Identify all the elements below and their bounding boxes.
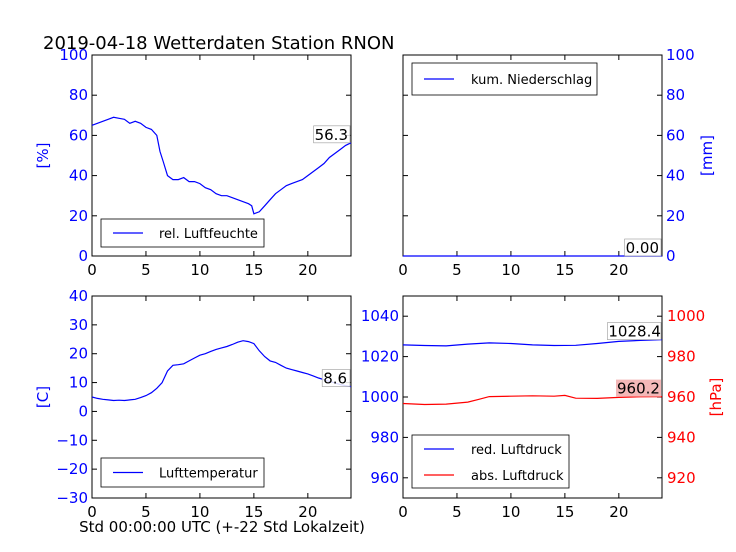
- x-tick-label: 10: [501, 261, 520, 279]
- x-tick-label: 20: [609, 503, 628, 521]
- figure-title: 2019-04-18 Wetterdaten Station RNON: [43, 33, 394, 54]
- y-axis-label: [%]: [34, 143, 52, 169]
- panel-precipitation: 0 5 10 15 20 0 20 40 60 80 100 [mm] 0.00 kum. Nieders…: [398, 46, 716, 279]
- panel-pressure: 0 5 10 15 20 960 980 1000 1020 1040 920 940 960 980 10…: [361, 295, 725, 521]
- x-tick-label: 10: [190, 261, 209, 279]
- x-tick-label: 10: [501, 503, 520, 521]
- x-tick-label: 20: [609, 261, 628, 279]
- y-right-tick-label: 980: [667, 348, 696, 366]
- last-value-box: [616, 379, 661, 397]
- legend-entry: red. Luftdruck: [471, 443, 562, 458]
- legend-entry: kum. Niederschlag: [471, 73, 592, 88]
- x-tick-label: 5: [452, 503, 462, 521]
- x-tick-label: 5: [452, 261, 462, 279]
- last-value-box: [624, 238, 662, 257]
- x-tick-label: 10: [190, 503, 209, 521]
- y-tick-label: −20: [56, 460, 88, 478]
- y-tick-label: 1020: [361, 348, 399, 366]
- series-line-red-luftdruck: [402, 339, 663, 347]
- x-tick-label: 15: [555, 503, 574, 521]
- y-tick-label: 20: [69, 345, 88, 363]
- y-tick-label: 80: [666, 86, 685, 104]
- last-value-label: 0.00: [626, 239, 659, 257]
- y-tick-label: 30: [69, 316, 88, 334]
- y-tick-label: 1040: [361, 307, 399, 325]
- y-tick-label: 1000: [361, 388, 399, 406]
- last-value-box: [321, 369, 351, 387]
- y-tick-label: 100: [59, 46, 88, 64]
- x-tick-label: 20: [298, 503, 317, 521]
- x-tick-label: 0: [87, 503, 97, 521]
- x-tick-label: 20: [298, 261, 317, 279]
- last-value-box: [313, 125, 351, 144]
- x-tick-label: 0: [87, 261, 97, 279]
- legend-entry: Lufttemperatur: [159, 467, 258, 482]
- y-tick-label: 980: [370, 428, 399, 446]
- y-right-tick-label: 960: [667, 388, 696, 406]
- y-tick-label: 0: [78, 402, 88, 420]
- series-line-rel-luftfeuchte: [91, 116, 352, 215]
- y-right-tick-label: 1000: [667, 307, 705, 325]
- y-axis-label: [mm]: [698, 135, 716, 176]
- legend-entry: abs. Luftdruck: [471, 469, 564, 484]
- x-tick-label: 15: [244, 261, 263, 279]
- y-right-tick-label: 920: [667, 469, 696, 487]
- y-tick-label: 80: [69, 86, 88, 104]
- x-tick-label: 5: [141, 503, 151, 521]
- y-axis-label: [hPa]: [707, 378, 725, 417]
- x-tick-label: 15: [244, 503, 263, 521]
- y-tick-label: 20: [69, 207, 88, 225]
- y-tick-label: 60: [666, 126, 685, 144]
- last-value-label: 56.3: [315, 126, 348, 144]
- series-line-abs-luftdruck: [402, 394, 663, 406]
- legend-box: [411, 434, 570, 489]
- y-tick-label: 0: [666, 247, 676, 265]
- y-tick-label: 0: [78, 247, 88, 265]
- legend-entry: rel. Luftfeuchte: [159, 227, 258, 242]
- y-tick-label: −10: [56, 431, 88, 449]
- x-tick-label: 15: [555, 261, 574, 279]
- panel-temperature: 0 5 10 15 20 −30 −20 −10 0 10 20 30 40 [C] 8.6 Lufttemp…: [34, 287, 352, 521]
- last-value-label: 8.6: [323, 370, 347, 388]
- x-tick-label: 5: [141, 261, 151, 279]
- y-tick-label: 60: [69, 126, 88, 144]
- y-tick-label: 20: [666, 207, 685, 225]
- y-tick-label: 40: [666, 167, 685, 185]
- panel-humidity: 0 5 10 15 20 0 20 40 60 80 100 [%] 56.3 rel. Luftfeuc…: [34, 46, 352, 279]
- y-tick-label: −30: [56, 489, 88, 507]
- y-axis-label: [C]: [34, 386, 52, 408]
- y-right-tick-label: 940: [667, 428, 696, 446]
- x-tick-label: 0: [398, 503, 408, 521]
- y-tick-label: 960: [370, 469, 399, 487]
- last-value-label: 1028.4: [608, 323, 661, 341]
- y-tick-label: 10: [69, 374, 88, 392]
- x-tick-label: 0: [398, 261, 408, 279]
- y-tick-label: 40: [69, 287, 88, 305]
- last-value-box: [607, 322, 662, 340]
- y-tick-label: 40: [69, 167, 88, 185]
- series-line-lufttemperatur: [91, 340, 352, 402]
- x-axis-label: Std 00:00:00 UTC (+-22 Std Lokalzeit): [79, 518, 365, 536]
- last-value-label: 960.2: [617, 380, 660, 398]
- plot-frame: [91, 54, 352, 257]
- y-tick-label: 100: [666, 46, 695, 64]
